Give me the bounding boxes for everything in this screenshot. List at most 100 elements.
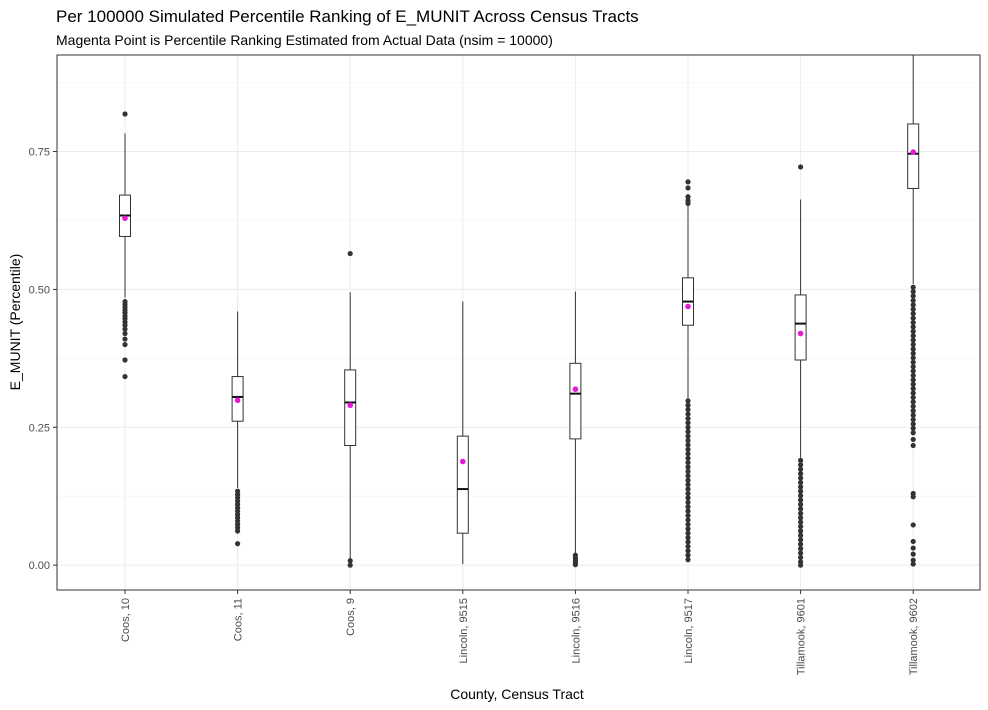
outlier-point bbox=[685, 486, 691, 492]
chart-title: Per 100000 Simulated Percentile Ranking … bbox=[56, 7, 639, 26]
outlier-point bbox=[798, 523, 804, 530]
outlier-point bbox=[910, 364, 916, 370]
outlier-point bbox=[685, 508, 691, 514]
outlier-point bbox=[910, 341, 916, 348]
box-group bbox=[682, 179, 694, 563]
outlier-point bbox=[798, 488, 804, 494]
outlier-point bbox=[685, 552, 691, 558]
outlier-point bbox=[798, 471, 804, 477]
outlier-point bbox=[685, 185, 691, 191]
outlier-point bbox=[685, 526, 691, 532]
outlier-point bbox=[572, 562, 579, 568]
outlier-point bbox=[798, 515, 804, 521]
outlier-point bbox=[122, 326, 128, 332]
outlier-point bbox=[685, 482, 691, 488]
y-tick-label: 0.25 bbox=[29, 422, 50, 434]
actual-data-point bbox=[797, 330, 804, 337]
outlier-point bbox=[798, 550, 804, 556]
outlier-point bbox=[685, 504, 691, 510]
outlier-point bbox=[798, 546, 804, 552]
outlier-point bbox=[685, 455, 691, 461]
outlier-point bbox=[685, 495, 691, 501]
outlier-point bbox=[910, 538, 916, 545]
outlier-point bbox=[798, 528, 804, 534]
outlier-point bbox=[798, 462, 804, 468]
outlier-point bbox=[685, 424, 691, 430]
outlier-point bbox=[685, 194, 691, 200]
outlier-point bbox=[685, 477, 691, 483]
actual-data-point bbox=[347, 402, 354, 409]
outlier-point bbox=[910, 412, 916, 418]
outlier-point bbox=[910, 284, 916, 290]
outlier-point bbox=[910, 289, 916, 295]
outlier-point bbox=[910, 494, 916, 500]
outlier-point bbox=[910, 421, 916, 427]
iqr-box bbox=[569, 362, 582, 440]
outlier-point bbox=[347, 558, 353, 564]
outlier-point bbox=[798, 484, 804, 490]
outlier-point bbox=[685, 521, 691, 527]
actual-data-point bbox=[460, 458, 466, 465]
outlier-point bbox=[798, 497, 804, 503]
outlier-point bbox=[685, 464, 691, 470]
outlier-point bbox=[910, 306, 916, 312]
outlier-point bbox=[685, 402, 691, 408]
outlier-point bbox=[910, 557, 916, 563]
outlier-point bbox=[685, 490, 691, 497]
outlier-point bbox=[798, 519, 804, 525]
outlier-point bbox=[910, 293, 916, 299]
outlier-point bbox=[798, 510, 804, 516]
outlier-point bbox=[798, 479, 804, 486]
box-group bbox=[569, 291, 582, 568]
outlier-point bbox=[685, 473, 691, 479]
outlier-point bbox=[685, 535, 691, 541]
y-axis: 0.00 0.25 0.50 0.75 bbox=[29, 147, 57, 572]
actual-data-point bbox=[234, 397, 241, 404]
outlier-point bbox=[685, 451, 691, 457]
outlier-point bbox=[685, 499, 691, 505]
outlier-point bbox=[685, 420, 691, 426]
outlier-point bbox=[910, 561, 916, 567]
outlier-point bbox=[910, 381, 916, 387]
outlier-point bbox=[910, 355, 916, 361]
outlier-point bbox=[235, 541, 241, 547]
box-group bbox=[456, 301, 469, 565]
outlier-point bbox=[685, 548, 691, 554]
outlier-point bbox=[910, 333, 916, 339]
outlier-point bbox=[910, 350, 916, 356]
x-tick-label: Lincoln, 9517 bbox=[683, 598, 695, 663]
outlier-point bbox=[685, 398, 691, 404]
box-group bbox=[119, 111, 131, 380]
x-tick-label: Coos, 9 bbox=[345, 598, 357, 636]
outlier-point bbox=[122, 341, 128, 348]
outlier-point bbox=[122, 357, 128, 363]
outlier-point bbox=[910, 377, 916, 383]
outlier-point bbox=[910, 372, 916, 379]
outlier-point bbox=[910, 403, 916, 409]
outlier-point bbox=[798, 493, 804, 499]
iqr-box bbox=[907, 123, 920, 189]
y-axis-title: E_MUNIT (Percentile) bbox=[7, 254, 23, 391]
outlier-point bbox=[910, 408, 916, 414]
outlier-point bbox=[798, 164, 804, 170]
actual-data-point bbox=[122, 215, 128, 222]
y-tick-label: 0.75 bbox=[29, 147, 50, 159]
x-tick-label: Tillamook, 9602 bbox=[908, 598, 920, 675]
outlier-point bbox=[122, 330, 128, 337]
box-group bbox=[907, 55, 920, 567]
x-axis-title: County, Census Tract bbox=[450, 686, 584, 702]
outlier-point bbox=[910, 416, 916, 423]
outlier-point bbox=[798, 532, 804, 538]
outlier-point bbox=[122, 111, 128, 117]
outlier-point bbox=[798, 475, 804, 481]
outlier-point bbox=[798, 466, 804, 472]
outlier-point bbox=[235, 528, 241, 534]
outlier-point bbox=[685, 530, 691, 536]
outlier-point bbox=[910, 319, 916, 326]
outlier-point bbox=[685, 437, 691, 444]
outlier-point bbox=[347, 250, 353, 257]
outlier-point bbox=[685, 415, 691, 422]
outlier-point bbox=[685, 179, 691, 185]
outlier-point bbox=[910, 545, 916, 551]
